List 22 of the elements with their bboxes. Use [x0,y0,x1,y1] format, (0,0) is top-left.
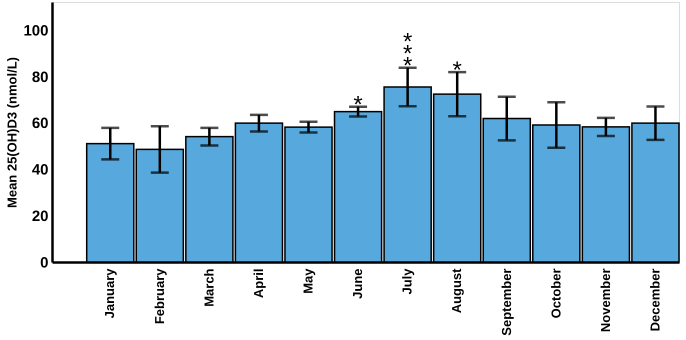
x-tick-label: February [152,268,167,324]
x-tick-label: April [250,268,266,298]
annotation: * [452,57,462,84]
x-tick-label: October [548,268,564,318]
y-tick-label: 0 [40,254,48,272]
x-tick-label: November [598,268,613,332]
x-tick-label: March [201,268,216,307]
x-tick-label: July [400,268,415,295]
y-tick-label: 100 [23,22,48,40]
y-tick-label: 60 [32,115,48,132]
y-tick-label: 80 [32,68,48,86]
x-tick-label: June [350,268,366,299]
x-tick-label: August [449,268,464,314]
y-tick-label: 40 [32,162,48,179]
y-tick-label: 20 [32,208,48,226]
x-tick-label: December [647,268,662,332]
annotation: *** [402,28,412,80]
annotation: * [353,92,363,119]
x-tick-label: September [498,268,514,336]
x-tick-label: May [300,268,316,294]
y-axis-title: Mean 25(OH)D3 (nmol/L) [4,57,20,208]
x-tick-label: January [102,268,118,318]
